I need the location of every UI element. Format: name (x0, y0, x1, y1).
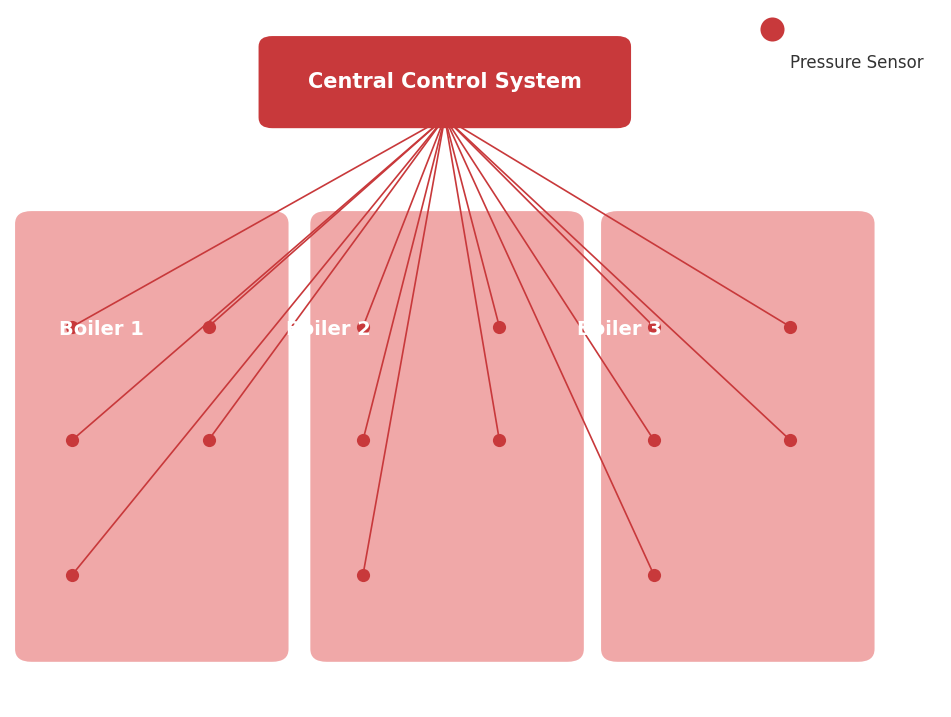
Point (492, 321, 507, 333)
FancyBboxPatch shape (310, 211, 584, 662)
Text: Pressure Sensor: Pressure Sensor (790, 54, 923, 72)
Point (646, 569, 661, 580)
Text: Boiler 2: Boiler 2 (286, 320, 371, 338)
FancyBboxPatch shape (601, 211, 875, 662)
Text: Boiler 3: Boiler 3 (576, 320, 661, 338)
Point (356, 321, 371, 333)
Point (646, 435, 661, 446)
FancyBboxPatch shape (259, 36, 631, 128)
Point (356, 435, 371, 446)
Point (783, 435, 798, 446)
Point (765, 23, 780, 34)
Point (201, 321, 216, 333)
Text: Central Control System: Central Control System (308, 72, 582, 92)
Point (783, 321, 798, 333)
Point (492, 435, 507, 446)
Point (65, 569, 80, 580)
Point (201, 435, 216, 446)
FancyBboxPatch shape (15, 211, 288, 662)
Point (646, 321, 661, 333)
Text: Boiler 1: Boiler 1 (59, 320, 144, 338)
Point (65, 435, 80, 446)
Point (356, 569, 371, 580)
Point (65, 321, 80, 333)
